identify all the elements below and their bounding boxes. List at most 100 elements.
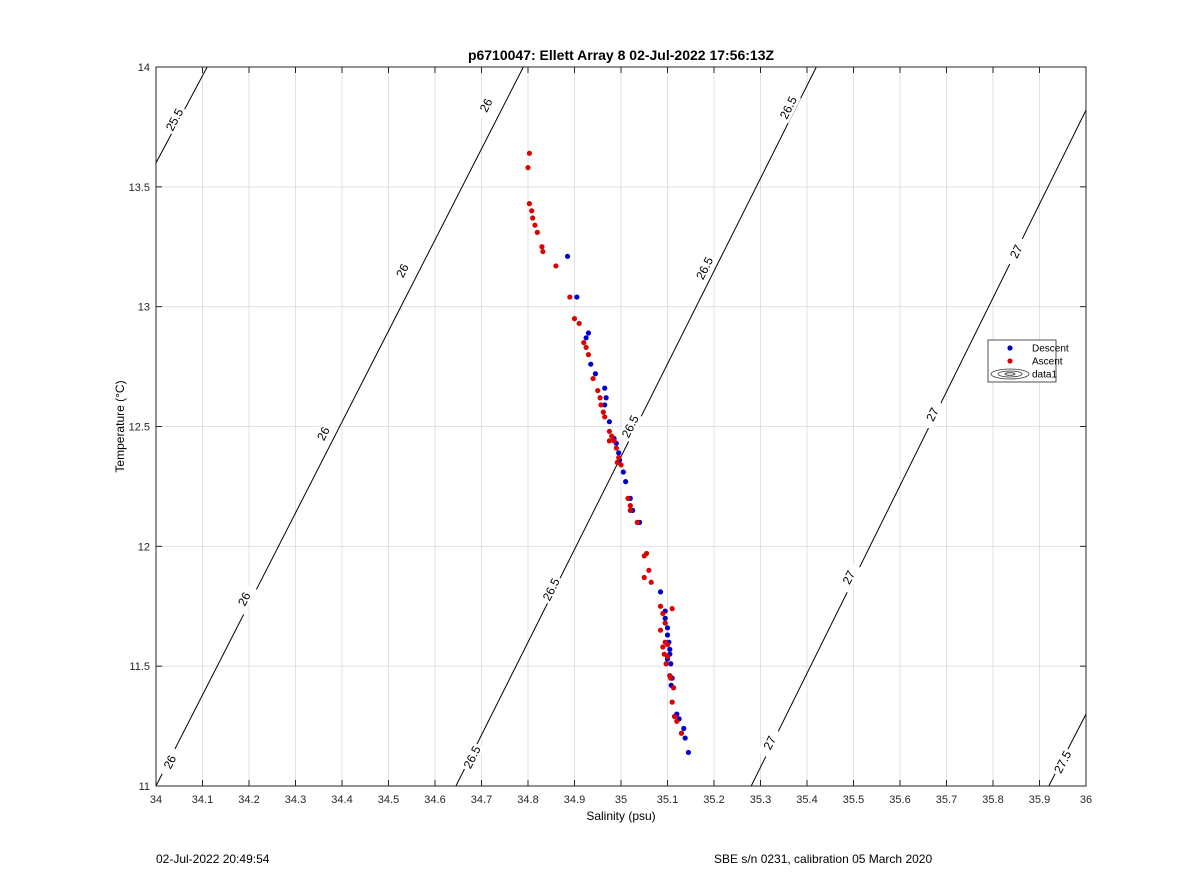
ascent-point [614,459,620,466]
descent-point [664,625,671,631]
ascent-point [669,699,675,705]
ascent-point [657,627,664,633]
descent-point [668,661,674,667]
data-points [525,150,692,756]
x-tick-label: 34.1 [192,794,213,806]
contour-label: 26 [161,753,180,772]
legend-contour-icon-core [1004,372,1016,376]
x-tick-label: 35.9 [1029,794,1050,806]
contour-label-bg [1003,235,1029,268]
chart-title: p6710047: Ellett Array 8 02-Jul-2022 17:… [468,47,775,63]
x-tick-label: 35.6 [889,794,910,806]
ascent-point [668,675,674,681]
legend-contour-icon [990,368,1030,380]
x-tick-label: 35 [615,794,627,806]
ascent-point [590,375,596,382]
x-axis-label: Salinity (psu) [586,809,655,823]
ascent-point [625,495,631,501]
contour-label-bg [161,104,188,136]
descent-point [620,469,626,475]
ascent-point [600,409,606,415]
descent-point [564,253,571,259]
ascent-point [602,414,608,420]
contour-label-bg [389,255,416,287]
axis-ticks: 34 34.1 34.2 34.3 34.4 34.5 34.6 34.7 34.8 34.9 35… [129,62,1093,806]
descent-point [662,615,668,621]
contour-label-bg [775,92,801,124]
ascent-point [648,579,654,585]
ascent-point [627,502,633,509]
contour-label-bg [473,89,499,121]
descent-point [602,385,608,391]
descent-point [602,402,608,408]
contour-label-bg [538,573,564,606]
x-tick-label: 35.1 [657,794,678,806]
ascent-point [530,215,536,221]
x-tick-label: 34.8 [517,794,538,806]
ascent-point [576,320,582,327]
legend-label: data1 [1032,370,1057,381]
contour-label: 26 [235,590,254,609]
footer-calibration: SBE s/n 0231, calibration 05 March 2020 [714,852,933,866]
legend-marker-descent [1007,345,1013,351]
x-tick-label: 34 [150,794,162,806]
x-tick-label: 36 [1080,794,1092,806]
ascent-point [567,294,573,300]
contour-line-26 [156,67,524,786]
ascent-point [662,620,668,626]
legend-marker-ascent [1007,358,1013,364]
ascent-point [539,244,545,250]
descent-point [588,361,594,367]
ascent-point [598,402,604,408]
ascent-point [660,644,666,650]
descent-point [623,479,629,485]
ascent-point [606,438,612,444]
descent-point [685,749,692,756]
ascent-point [627,507,633,513]
legend-label: Descent [1032,344,1069,355]
x-tick-label: 34.7 [471,794,492,806]
descent-point [681,725,687,732]
descent-point [583,335,589,341]
grid [155,66,1087,787]
contour-label-bg [157,746,183,778]
ascent-point [529,208,535,214]
descent-point [657,589,664,595]
y-tick-label: 12 [138,541,150,553]
ascent-point [571,316,578,322]
ascent-point [526,150,532,156]
ascent-point [553,263,559,269]
ascent-point [669,606,675,612]
footer-timestamp: 02-Jul-2022 20:49:54 [156,852,270,866]
ascent-point [674,718,680,724]
ascent-point [597,395,603,401]
contour-label-bg [459,741,485,773]
x-tick-label: 35.3 [750,794,771,806]
contour-label: 27 [1007,242,1026,260]
descent-point [592,371,599,377]
y-tick-label: 11.5 [129,661,150,673]
ascent-point [534,229,540,235]
contour-label-bg [617,410,643,443]
x-tick-label: 35.8 [982,794,1003,806]
ascent-point [641,574,647,581]
y-axis-label: Temperature (°C) [113,380,127,472]
ascent-point [618,462,624,468]
x-tick-label: 35.2 [703,794,724,806]
contour-label-bg [231,583,257,615]
legend-contour-icon-inner [997,370,1023,378]
contour-label-bg [920,398,946,431]
ascent-point [671,713,678,720]
ascent-point [663,661,669,667]
x-tick-label: 34.6 [424,794,445,806]
x-tick-label: 35.5 [843,794,864,806]
ascent-point [664,641,671,648]
descent-point [603,395,609,401]
ascent-point [657,603,664,609]
ascent-point [643,550,650,557]
contour-label: 26 [477,96,496,115]
y-tick-label: 14 [138,62,150,74]
ascent-point [670,685,677,691]
contour-label-bg [836,561,862,594]
descent-point [585,330,592,336]
